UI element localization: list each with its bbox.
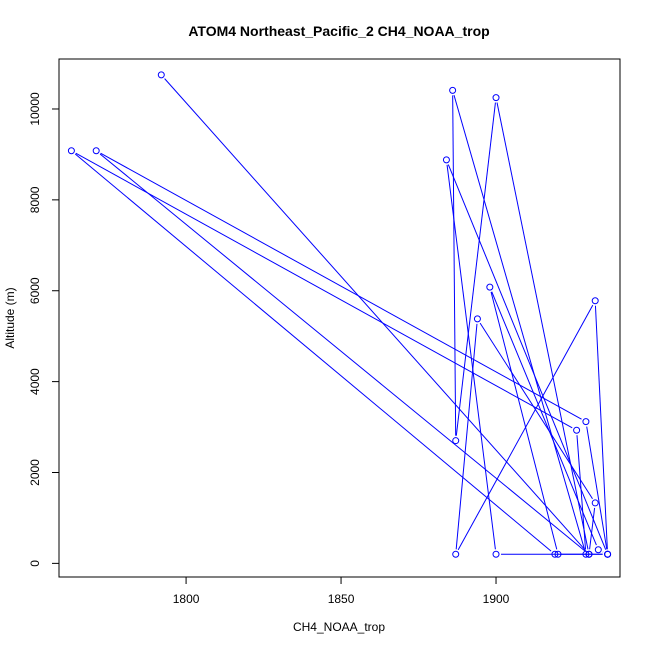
series-segment [447,164,607,550]
x-axis-label: CH4_NOAA_trop [293,620,385,634]
data-point [452,550,460,558]
y-tick-label: 6000 [28,277,42,304]
data-point [582,550,590,558]
y-tick-label: 0 [28,560,42,567]
series-segment [74,153,552,552]
series-segment [479,322,593,499]
series-segment [75,152,573,429]
y-tick-label: 4000 [28,368,42,395]
x-tick-label: 1900 [483,592,510,606]
data-point [473,315,481,323]
data-point [442,156,450,164]
series-segment [586,426,608,550]
series-segment [99,153,586,552]
data-point [604,550,612,558]
y-tick-label: 10000 [28,92,42,126]
x-tick-label: 1800 [173,592,200,606]
data-series [67,71,612,558]
data-point [492,550,500,558]
data-point [594,546,602,554]
y-axis: 0 2000 4000 6000 8000 10000 [28,92,59,567]
plot-frame [58,58,621,578]
y-tick-label: 8000 [28,186,42,213]
series-segment [455,323,478,550]
y-axis-label: Altitude (m) [3,287,17,348]
series-segment [100,152,582,420]
data-point [449,86,457,94]
data-point [157,71,165,79]
x-tick-label: 1850 [328,592,355,606]
data-point [67,147,75,155]
data-point [554,550,562,558]
series-segment [594,305,608,550]
data-point [591,499,599,507]
series-segment [453,95,586,550]
data-point [452,437,460,445]
data-point [486,283,494,291]
data-point [492,94,500,102]
series-segment [164,78,587,551]
series-segment [496,102,589,550]
chart-title: ATOM4 Northeast_Pacific_2 CH4_NOAA_trop [188,23,489,39]
series-segment [452,95,457,436]
data-point [591,297,599,305]
series-segment [455,102,496,436]
series-segment [490,291,558,550]
series-segment [589,507,596,550]
data-point [585,550,593,558]
y-tick-label: 2000 [28,459,42,486]
series-segment [446,164,496,550]
data-point [551,550,559,558]
data-point [573,426,581,434]
x-axis: 1800 1850 1900 [173,577,510,606]
data-point [92,147,100,155]
data-point [582,418,590,426]
series-segment [491,291,597,546]
